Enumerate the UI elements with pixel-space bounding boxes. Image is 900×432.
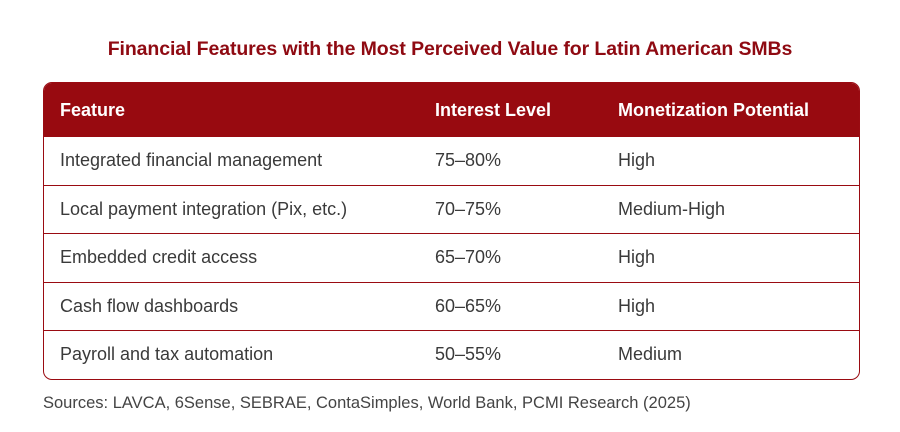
interest-cell: 50–55% <box>435 344 502 365</box>
feature-cell: Integrated financial management <box>60 150 323 171</box>
header-feature: Feature <box>60 99 126 120</box>
monetization-cell: High <box>618 295 656 316</box>
monetization-cell: High <box>618 247 656 268</box>
feature-cell: Local payment integration (Pix, etc.) <box>60 198 348 219</box>
feature-cell: Payroll and tax automation <box>60 344 274 365</box>
interest-cell: 70–75% <box>435 198 502 219</box>
table-row: Payroll and tax automation 50–55% Medium <box>44 330 859 379</box>
sources-note: Sources: LAVCA, 6Sense, SEBRAE, ContaSim… <box>43 394 691 412</box>
page-title: Financial Features with the Most Perceiv… <box>107 38 793 60</box>
table-row: Integrated financial management 75–80% H… <box>44 137 859 185</box>
header-interest-level: Interest Level <box>435 99 552 120</box>
feature-cell: Embedded credit access <box>60 247 258 268</box>
table-row: Cash flow dashboards 60–65% High <box>44 281 859 331</box>
table-header: Feature Interest Level Monetization Pote… <box>44 83 859 137</box>
monetization-cell: Medium <box>618 344 683 365</box>
monetization-cell: High <box>618 150 656 171</box>
header-monetization-potential: Monetization Potential <box>618 99 809 120</box>
table-row: Embedded credit access 65–70% High <box>44 233 859 282</box>
table-row: Local payment integration (Pix, etc.) 70… <box>44 184 859 234</box>
table-body: Integrated financial management 75–80% H… <box>44 137 859 379</box>
interest-cell: 75–80% <box>435 150 502 171</box>
interest-cell: 65–70% <box>435 247 502 268</box>
feature-cell: Cash flow dashboards <box>60 295 239 316</box>
features-table: Feature Interest Level Monetization Pote… <box>43 82 860 380</box>
monetization-cell: Medium-High <box>618 198 726 219</box>
interest-cell: 60–65% <box>435 295 502 316</box>
